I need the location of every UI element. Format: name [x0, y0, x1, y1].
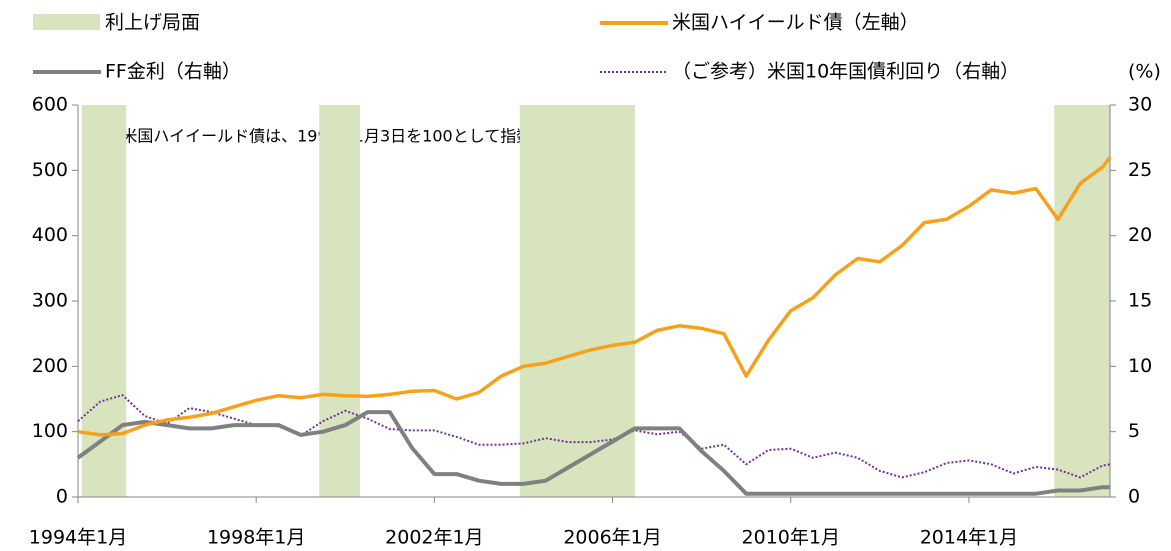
- x-tick-label: 1994年1月: [29, 527, 127, 549]
- y2-tick-label: 0: [1128, 486, 1140, 508]
- y2-tick-label: 10: [1128, 355, 1152, 377]
- legend-label: 利上げ局面: [105, 12, 200, 34]
- y2-tick-label: 20: [1128, 224, 1152, 246]
- legend-label: FF金利（右軸）: [105, 61, 241, 83]
- legend-swatch: [33, 14, 100, 30]
- y-tick-label: 300: [32, 290, 68, 312]
- shaded-period: [1054, 105, 1110, 497]
- x-tick-label: 2014年1月: [920, 527, 1018, 549]
- y-tick-label: 0: [56, 486, 68, 508]
- y-tick-label: 600: [32, 94, 68, 116]
- y-tick-label: 500: [32, 159, 68, 181]
- x-tick-label: 2002年1月: [385, 527, 483, 549]
- y2-unit: (%): [1128, 61, 1161, 83]
- legend-label: 米国ハイイールド債（左軸）: [672, 12, 919, 34]
- series-line: [77, 156, 1112, 437]
- shaded-period: [319, 105, 361, 497]
- x-tick-label: 1998年1月: [207, 527, 305, 549]
- y2-tick-label: 15: [1128, 290, 1152, 312]
- x-tick-label: 2010年1月: [742, 527, 840, 549]
- y-tick-label: 200: [32, 355, 68, 377]
- y-tick-label: 400: [32, 224, 68, 246]
- legend-label: （ご参考）米国10年国債利回り（右軸）: [672, 61, 1019, 83]
- series-line: [76, 410, 1110, 496]
- y-tick-label: 100: [32, 420, 68, 442]
- y2-tick-label: 25: [1128, 159, 1152, 181]
- y2-tick-label: 30: [1128, 94, 1152, 116]
- shaded-period: [519, 105, 635, 497]
- x-tick-label: 2006年1月: [563, 527, 661, 549]
- y2-tick-label: 5: [1128, 420, 1140, 442]
